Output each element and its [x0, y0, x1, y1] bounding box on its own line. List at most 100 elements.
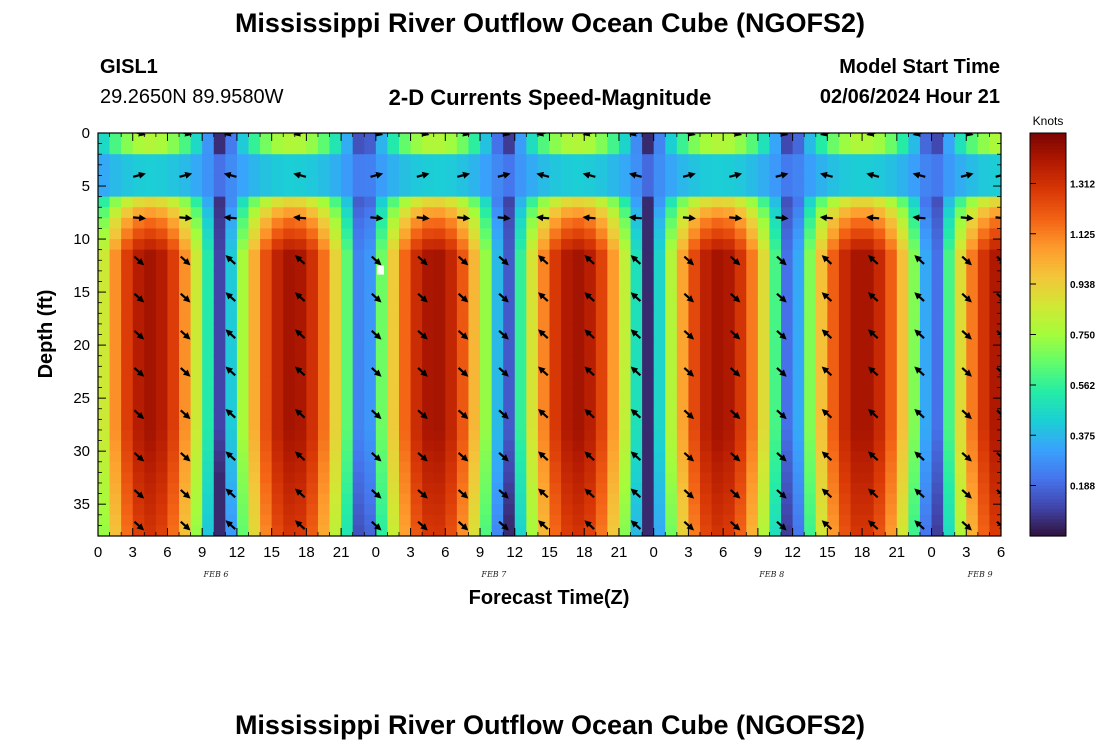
heatmap-cell	[514, 313, 527, 325]
heatmap-cell	[190, 472, 203, 484]
heatmap-cell	[757, 440, 771, 452]
heatmap-cell	[98, 207, 111, 219]
heatmap-cell	[503, 302, 516, 314]
heatmap-cell	[341, 345, 354, 357]
heatmap-cell	[769, 482, 782, 495]
heatmap-cell	[236, 249, 250, 261]
heatmap-cell	[931, 472, 944, 484]
heatmap-cell	[769, 217, 782, 230]
heatmap-cell	[734, 451, 747, 463]
heatmap-cell	[503, 461, 516, 473]
heatmap-cell	[769, 451, 782, 463]
heatmap-cell	[468, 207, 481, 219]
current-vector-arrow	[912, 214, 926, 222]
heatmap-cell	[908, 525, 921, 536]
heatmap-cell	[827, 387, 840, 399]
heatmap-cell	[862, 270, 875, 283]
heatmap-cell	[676, 228, 690, 240]
current-vector-arrow	[293, 214, 307, 222]
heatmap-cell	[549, 260, 562, 272]
heatmap-cell	[433, 154, 446, 166]
heatmap-cell	[595, 387, 608, 399]
heatmap-cell	[456, 429, 470, 442]
heatmap-cell	[248, 366, 261, 378]
heatmap-cell	[618, 355, 632, 367]
heatmap-cell	[850, 482, 863, 495]
colorbar-segment	[1030, 250, 1066, 255]
heatmap-cell	[341, 154, 354, 166]
heatmap-cell	[503, 270, 516, 283]
heatmap-cell	[433, 228, 446, 240]
heatmap-cell	[873, 154, 886, 166]
current-vector-arrow	[914, 520, 925, 530]
heatmap-cell	[815, 302, 828, 314]
heatmap-cell	[503, 154, 516, 166]
heatmap-cell	[630, 376, 643, 389]
heatmap-cell	[144, 472, 157, 484]
heatmap-cell	[966, 376, 979, 389]
heatmap-cell	[618, 334, 632, 346]
heatmap-cell	[630, 217, 643, 230]
heatmap-cell	[850, 345, 863, 357]
heatmap-cell	[503, 313, 516, 325]
heatmap-cell	[514, 302, 527, 314]
heatmap-cell	[526, 493, 539, 505]
heatmap-cell	[248, 387, 261, 399]
heatmap-cell	[317, 366, 331, 378]
heatmap-cell	[653, 504, 666, 516]
heatmap-cell	[352, 217, 365, 230]
heatmap-cell	[155, 334, 169, 346]
heatmap-cell	[943, 493, 956, 505]
heatmap-cell	[757, 429, 771, 442]
heatmap-cell	[410, 207, 423, 219]
heatmap-cell	[711, 355, 724, 367]
heatmap-cell	[271, 207, 284, 219]
heatmap-cell	[595, 366, 608, 378]
heatmap-cell	[618, 525, 632, 536]
current-vector-arrow	[584, 408, 595, 419]
heatmap-cell	[202, 525, 215, 536]
heatmap-cell	[896, 472, 909, 484]
heatmap-cell	[584, 461, 597, 473]
colorbar-segment	[1030, 203, 1066, 208]
heatmap-cell	[746, 334, 759, 346]
heatmap-cell	[561, 482, 574, 495]
heatmap-cell	[155, 302, 169, 314]
heatmap-cell	[827, 345, 840, 357]
colorbar-segment	[1030, 327, 1066, 332]
heatmap-cell	[595, 302, 608, 314]
heatmap-cell	[700, 196, 713, 208]
heatmap-cell	[248, 429, 261, 442]
heatmap-cell	[549, 313, 562, 325]
heatmap-cell	[121, 345, 134, 357]
heatmap-cell	[271, 260, 284, 272]
heatmap-cell	[294, 472, 307, 484]
heatmap-cell	[653, 366, 666, 378]
heatmap-cell	[190, 461, 203, 473]
heatmap-cell	[827, 249, 840, 261]
heatmap-cell	[503, 525, 516, 536]
heatmap-cell	[260, 366, 273, 378]
heatmap-cell	[676, 493, 690, 505]
current-vector-arrow	[498, 520, 509, 531]
current-vector-arrow	[371, 292, 382, 303]
heatmap-cell	[642, 451, 655, 463]
heatmap-cell	[549, 186, 562, 198]
heatmap-cell	[723, 154, 736, 166]
heatmap-cell	[375, 292, 389, 304]
heatmap-cell	[352, 366, 365, 378]
heatmap-cell	[202, 217, 215, 230]
heatmap-cell	[248, 249, 261, 261]
heatmap-cell	[387, 154, 400, 166]
heatmap-cell	[757, 143, 771, 155]
heatmap-cell	[584, 429, 597, 442]
heatmap-cell	[815, 387, 828, 399]
heatmap-cell	[491, 175, 504, 187]
heatmap-cell	[954, 387, 967, 399]
heatmap-cell	[352, 270, 365, 283]
heatmap-cell	[422, 345, 435, 357]
heatmap-cell	[260, 514, 273, 526]
heatmap-cell	[954, 249, 967, 261]
heatmap-cell	[283, 186, 296, 198]
heatmap-cell	[271, 461, 284, 473]
